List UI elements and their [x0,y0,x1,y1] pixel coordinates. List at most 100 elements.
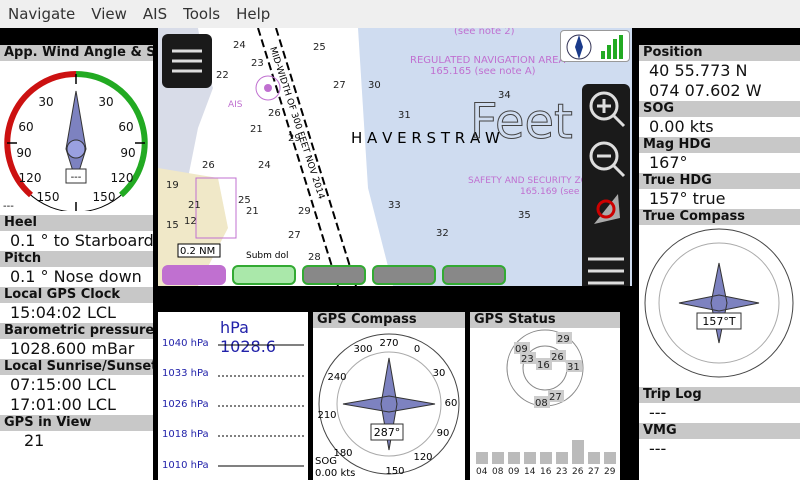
menu-navigate[interactable]: Navigate [8,5,76,23]
menu-view[interactable]: View [91,5,127,23]
menu-help[interactable]: Help [236,5,271,23]
svg-text:29: 29 [298,206,311,217]
chart-label-safety: SAFETY AND SECURITY ZONE [468,176,600,186]
gps-sog-label: SOG [315,456,337,467]
latitude-value: 40 55.773 N [649,61,748,80]
wind-title: App. Wind Angle & Speed [0,45,153,61]
true-compass-title: True Compass [639,209,800,225]
baro-value: 1028.600 mBar [10,339,135,358]
chart-label-safety2: 165.169 (see note A) [520,187,615,197]
pitch-title: Pitch [0,251,153,267]
svg-text:04: 04 [476,467,488,477]
gps-compass-rose-icon [342,357,436,451]
options-button[interactable] [582,240,630,286]
barometer-current: hPa 1028.6 [220,318,276,356]
wind-tick: 60 [18,120,33,134]
signal-bar [524,452,536,464]
svg-text:25: 25 [313,42,326,53]
svg-text:21: 21 [188,200,201,211]
wind-speed-readout: --- [3,201,14,211]
menu-ais[interactable]: AIS [142,5,168,23]
signal-bar [540,452,552,464]
gps-compass-panel: GPS Compass 300 270 240 0 30 60 90 120 1… [313,312,465,480]
nautical-chart[interactable]: REGULATED NAVIGATION AREA 165.165 (see n… [158,28,632,286]
signal-bar [508,452,520,464]
vmg-value: --- [649,439,667,458]
wind-tick: 60 [118,120,133,134]
follow-button[interactable] [582,184,630,232]
svg-text:28: 28 [308,252,321,263]
svg-text:240: 240 [327,372,346,383]
true-compass-gauge: 157°T [644,228,794,378]
sog-title: SOG [639,101,800,117]
true-hdg-value: 157° true [649,189,726,208]
chart-label-haverstraw: H A V E R S T R A W [351,129,500,147]
zoom-in-icon [589,91,626,128]
svg-text:1026 hPa: 1026 hPa [162,399,209,410]
clock-value: 15:04:02 LCL [10,303,116,322]
gps-status-title: GPS Status [470,312,620,328]
gps-status-panel: GPS Status 29 09 23 26 16 31 08 27 04 08… [470,312,620,480]
svg-text:29: 29 [604,467,616,477]
signal-bar [556,452,568,464]
main-menu-button[interactable] [162,34,212,88]
chart-tab-3[interactable] [302,265,366,285]
svg-text:08: 08 [535,398,548,409]
wind-tick: 120 [111,171,134,185]
gps-compass-title: GPS Compass [313,312,465,328]
wind-needle-icon [65,90,87,183]
chart-watermark-feet: Feet [470,94,573,150]
svg-text:25: 25 [238,195,251,206]
chart-tab-4[interactable] [372,265,436,285]
baro-title: Barometric pressure [0,323,153,339]
trip-log-title: Trip Log [639,387,800,403]
svg-text:29: 29 [557,334,570,345]
svg-text:22: 22 [216,70,229,81]
svg-text:270: 270 [379,338,398,349]
gps-signal-icon [601,35,623,59]
svg-text:08: 08 [492,467,504,477]
longitude-value: 074 07.602 W [649,81,762,100]
chart-tab-1[interactable] [162,265,226,285]
wind-gauge: 30 30 60 60 90 90 120 120 150 150 --- --… [3,71,148,213]
menu-tools[interactable]: Tools [183,5,221,23]
left-instrument-panel: App. Wind Angle & Speed 30 30 60 60 90 9… [0,45,153,480]
settings-menu-icon [588,257,624,285]
svg-text:26: 26 [572,467,584,477]
svg-text:23: 23 [521,354,534,365]
chart-tab-2[interactable] [232,265,296,285]
svg-text:27: 27 [588,467,599,477]
svg-text:1010 hPa: 1010 hPa [162,460,209,471]
zoom-out-button[interactable] [582,134,630,180]
svg-text:1040 hPa: 1040 hPa [162,338,209,349]
trip-log-value: --- [649,403,667,422]
svg-text:09: 09 [515,344,528,355]
clock-title: Local GPS Clock [0,287,153,303]
status-icons [560,30,630,62]
sunset-value: 17:01:00 LCL [10,395,116,414]
zoom-in-button[interactable] [582,84,630,130]
signal-bar [572,440,584,464]
menu-bar: Navigate View AIS Tools Help [0,0,800,28]
position-title: Position [639,45,800,61]
svg-text:210: 210 [317,410,336,421]
chart-label-regulated: REGULATED NAVIGATION AREA [410,55,565,66]
signal-bar [492,452,504,464]
heel-value: 0.1 ° to Starboard [10,231,153,250]
chart-tab-5[interactable] [442,265,506,285]
compass-rose-icon [678,262,760,344]
wind-tick: 120 [19,171,42,185]
gps-view-title: GPS in View [0,415,153,431]
svg-text:34: 34 [498,90,511,101]
gps-view-value: 21 [24,431,45,450]
svg-text:23: 23 [251,58,264,69]
svg-text:1033 hPa: 1033 hPa [162,368,209,379]
svg-text:180: 180 [333,448,352,459]
svg-text:300: 300 [353,344,372,355]
svg-text:31: 31 [567,362,580,373]
right-instrument-panel: Position 40 55.773 N 074 07.602 W SOG 0.… [639,45,800,480]
signal-bar [476,452,488,464]
chart-label-regulated2: 165.165 (see note A) [430,66,536,77]
svg-text:30: 30 [433,368,446,379]
svg-text:16: 16 [540,467,552,477]
